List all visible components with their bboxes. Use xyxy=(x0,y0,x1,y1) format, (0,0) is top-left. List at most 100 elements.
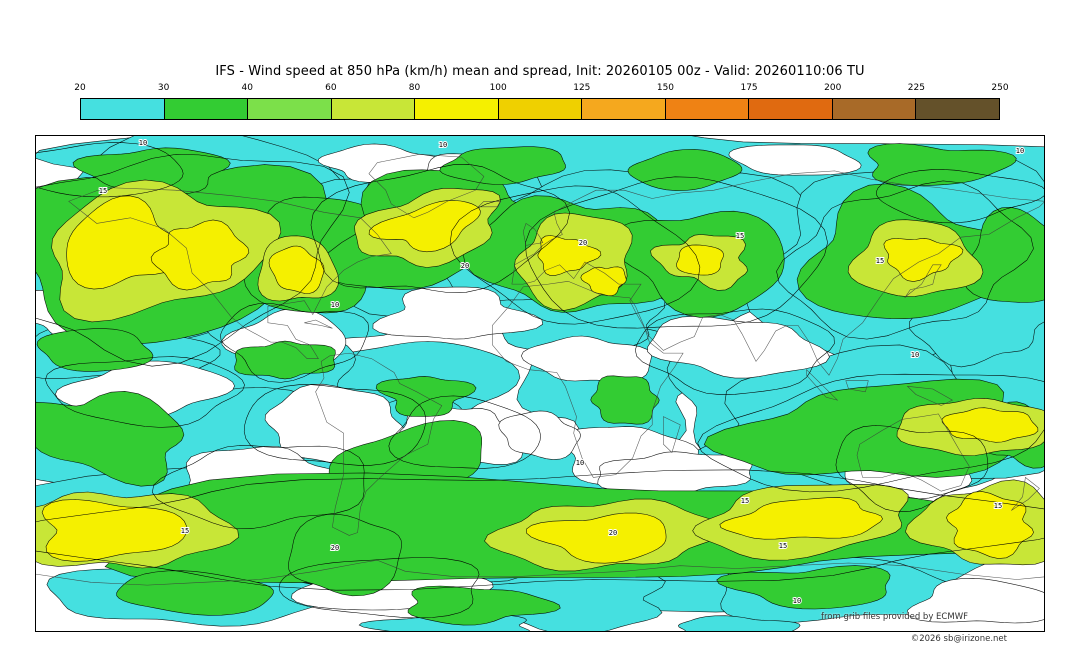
copyright-credit: ©2026 sb@irizone.net xyxy=(910,634,1007,644)
colorbar-segment xyxy=(582,99,666,119)
coastline-south_america xyxy=(315,352,443,536)
contour-label: 10 xyxy=(331,301,339,309)
coastline-japan xyxy=(904,264,942,299)
field-blob-white xyxy=(647,315,830,379)
field-blob-green xyxy=(590,375,660,425)
field-blob-green xyxy=(234,340,336,380)
coastline-greenland xyxy=(368,154,485,219)
field-blob-green xyxy=(36,328,154,372)
colorbar-tick-label: 40 xyxy=(241,83,253,93)
spread-contour xyxy=(835,425,989,513)
colorbar-tick-label: 60 xyxy=(325,83,337,93)
colorbar-tick-label: 250 xyxy=(991,83,1009,93)
coastline-borneo xyxy=(845,380,869,393)
spread-contour xyxy=(278,557,480,619)
colorbar: 20 30 40 60 80 100 125 150 175 200 225 250 xyxy=(74,82,1009,120)
field-blob-green xyxy=(867,143,1017,186)
field-blob-green xyxy=(439,146,566,185)
field-blob-yellow xyxy=(41,499,188,562)
coastline-new_guinea xyxy=(906,385,953,406)
contour-label: 20 xyxy=(331,544,339,552)
field-blob-yellow xyxy=(537,235,602,276)
field-blob-yellow xyxy=(526,512,667,564)
spread-contour xyxy=(449,185,701,325)
coastline-uk xyxy=(522,222,544,246)
contour-label: 15 xyxy=(741,497,749,505)
colorbar-tick-label: 150 xyxy=(656,83,675,93)
spread-contour xyxy=(152,445,365,529)
map-panel: 10 10 10 15 20 20 15 15 10 10 10 15 20 15 15 20 15 10 fro… xyxy=(35,135,1045,644)
colorbar-bar xyxy=(80,98,1000,120)
colorbar-tick-label: 20 xyxy=(74,83,86,93)
colorbar-segment xyxy=(415,99,499,119)
coastline-eurasia xyxy=(511,170,1045,376)
field-blob-green xyxy=(375,376,477,417)
colorbar-tick-label: 225 xyxy=(907,83,925,93)
wind-map: 10 10 10 15 20 20 15 15 10 10 10 15 20 15 15 20 15 10 xyxy=(35,135,1045,632)
spread-contour xyxy=(45,356,245,428)
colorbar-segment xyxy=(665,99,750,119)
contour-label: 10 xyxy=(439,141,447,149)
spread-contour xyxy=(243,384,427,466)
spread-contour xyxy=(697,373,1045,493)
spread-contour xyxy=(635,308,835,395)
contour-label: 15 xyxy=(779,542,787,550)
colorbar-segment xyxy=(749,99,833,119)
coastline-antarctica xyxy=(35,559,1045,586)
field-blob-green xyxy=(716,565,891,610)
field-blob-white xyxy=(728,144,862,176)
colorbar-segment xyxy=(832,99,917,119)
spread-contour xyxy=(776,180,1034,340)
coastline-north_america xyxy=(68,187,392,359)
colorbar-segment xyxy=(498,99,583,119)
colorbar-tick-label: 100 xyxy=(489,83,507,93)
colorbar-tick-label: 80 xyxy=(408,83,421,93)
colorbar-segment xyxy=(81,99,165,119)
contour-label: 20 xyxy=(579,239,587,247)
spread-contour xyxy=(35,154,350,367)
colorbar-tick-label: 125 xyxy=(573,83,591,93)
map-border xyxy=(35,135,1045,632)
field-blob-green xyxy=(72,147,231,195)
field-blob-green xyxy=(287,513,403,597)
field-blob-green xyxy=(35,390,185,487)
colorbar-ticks: 20 30 40 60 80 100 125 150 175 200 225 250 xyxy=(74,82,1008,97)
data-source-credit: from grib files provided by ECMWF xyxy=(821,612,968,622)
contour-label: 15 xyxy=(876,257,884,265)
coastline-sumatra xyxy=(806,369,839,401)
coastline-madagascar xyxy=(663,416,681,454)
contour-label: 10 xyxy=(793,597,801,605)
colorbar-segment xyxy=(248,99,332,119)
field-blob-yellow xyxy=(368,200,481,253)
field-blob-white xyxy=(597,451,753,495)
field-blob-green xyxy=(407,585,561,626)
field-blob-green xyxy=(116,570,274,616)
contour-label: 15 xyxy=(736,232,744,240)
contour-label: 15 xyxy=(994,502,1002,510)
spread-contour xyxy=(310,164,570,293)
contour-label: 10 xyxy=(911,351,919,359)
coastline-iceland xyxy=(477,201,502,208)
spread-contour xyxy=(35,142,184,198)
coastline-australia xyxy=(856,413,970,492)
field-blob-white xyxy=(906,577,1045,624)
contour-label: 10 xyxy=(576,459,584,467)
spread-contour xyxy=(220,303,370,383)
field-blob-yellow xyxy=(946,491,1034,559)
colorbar-tick-label: 175 xyxy=(740,83,758,93)
colorbar-tick-label: 200 xyxy=(824,83,842,93)
colorbar-segment xyxy=(916,99,1000,119)
colorbar-tick-label: 30 xyxy=(157,83,170,93)
coastline-new_zealand xyxy=(1011,476,1040,511)
field-blob-white xyxy=(372,286,544,340)
contour-label: 10 xyxy=(1016,147,1024,155)
spread-contour xyxy=(525,176,828,329)
contour-label: 20 xyxy=(609,529,617,537)
coastline-africa xyxy=(492,281,684,478)
field-blob-white xyxy=(498,410,581,460)
colorbar-segment xyxy=(331,99,416,119)
spread-contour xyxy=(388,395,541,469)
spread-contour xyxy=(35,469,1045,591)
field-blob-cyan xyxy=(677,615,801,632)
